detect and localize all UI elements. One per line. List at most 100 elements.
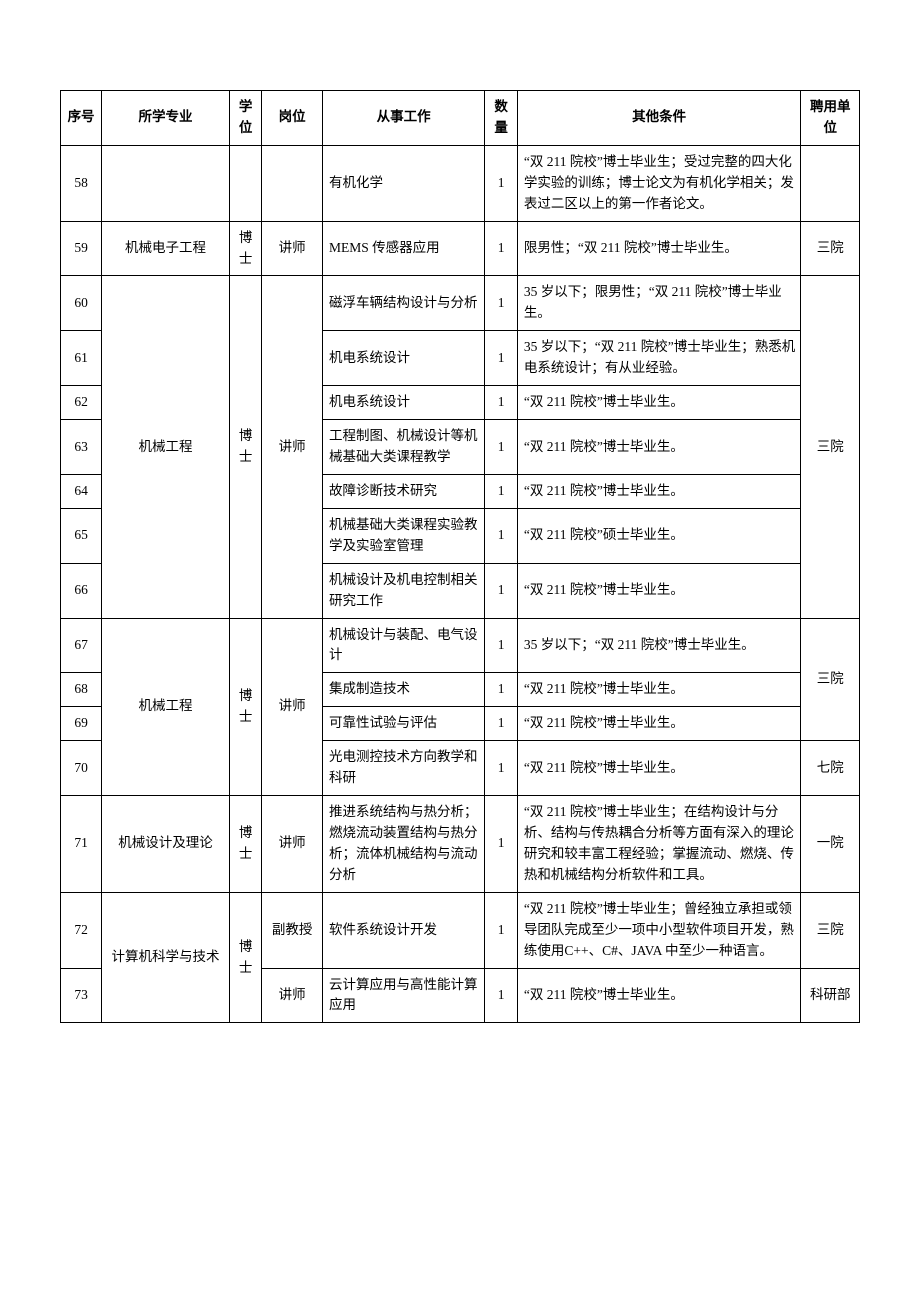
cell-major xyxy=(102,145,230,221)
cell-qty: 1 xyxy=(485,968,517,1023)
table-header-row: 序号 所学专业 学位 岗位 从事工作 数量 其他条件 聘用单位 xyxy=(61,91,860,146)
cell-unit: 三院 xyxy=(801,221,860,276)
cell-seq: 64 xyxy=(61,474,102,508)
cell-work: 磁浮车辆结构设计与分析 xyxy=(322,276,484,331)
cell-qty: 1 xyxy=(485,331,517,386)
cell-work: 机械基础大类课程实验教学及实验室管理 xyxy=(322,508,484,563)
cell-work: 有机化学 xyxy=(322,145,484,221)
cell-seq: 69 xyxy=(61,707,102,741)
cell-work: 机电系统设计 xyxy=(322,331,484,386)
cell-unit: 一院 xyxy=(801,796,860,893)
table-row: 71机械设计及理论博士讲师推进系统结构与热分析；燃烧流动装置结构与热分析；流体机… xyxy=(61,796,860,893)
cell-position xyxy=(262,145,323,221)
col-header-work: 从事工作 xyxy=(322,91,484,146)
cell-qty: 1 xyxy=(485,618,517,673)
cell-other: “双 211 院校”博士毕业生；曾经独立承担或领导团队完成至少一项中小型软件项目… xyxy=(517,892,801,968)
cell-degree: 博士 xyxy=(229,276,261,618)
cell-major: 机械设计及理论 xyxy=(102,796,230,893)
col-header-unit: 聘用单位 xyxy=(801,91,860,146)
cell-other: 35 岁以下；限男性；“双 211 院校”博士毕业生。 xyxy=(517,276,801,331)
cell-seq: 62 xyxy=(61,386,102,420)
cell-work: 可靠性试验与评估 xyxy=(322,707,484,741)
cell-qty: 1 xyxy=(485,707,517,741)
cell-seq: 60 xyxy=(61,276,102,331)
cell-work: 软件系统设计开发 xyxy=(322,892,484,968)
table-body: 58有机化学1“双 211 院校”博士毕业生；受过完整的四大化学实验的训练；博士… xyxy=(61,145,860,1023)
cell-seq: 59 xyxy=(61,221,102,276)
cell-other: 35 岁以下；“双 211 院校”博士毕业生。 xyxy=(517,618,801,673)
cell-qty: 1 xyxy=(485,276,517,331)
cell-other: “双 211 院校”博士毕业生。 xyxy=(517,563,801,618)
cell-unit: 七院 xyxy=(801,741,860,796)
cell-position: 副教授 xyxy=(262,892,323,968)
cell-qty: 1 xyxy=(485,145,517,221)
cell-qty: 1 xyxy=(485,796,517,893)
col-header-degree: 学位 xyxy=(229,91,261,146)
col-header-other: 其他条件 xyxy=(517,91,801,146)
cell-other: “双 211 院校”博士毕业生。 xyxy=(517,420,801,475)
cell-major: 机械工程 xyxy=(102,276,230,618)
cell-seq: 73 xyxy=(61,968,102,1023)
cell-position: 讲师 xyxy=(262,796,323,893)
table-row: 67机械工程博士讲师机械设计与装配、电气设计135 岁以下；“双 211 院校”… xyxy=(61,618,860,673)
table-row: 58 有机化学1“双 211 院校”博士毕业生；受过完整的四大化学实验的训练；博士… xyxy=(61,145,860,221)
cell-qty: 1 xyxy=(485,508,517,563)
cell-major: 机械电子工程 xyxy=(102,221,230,276)
cell-degree: 博士 xyxy=(229,892,261,1023)
cell-seq: 58 xyxy=(61,145,102,221)
cell-qty: 1 xyxy=(485,420,517,475)
cell-major: 计算机科学与技术 xyxy=(102,892,230,1023)
cell-other: “双 211 院校”博士毕业生。 xyxy=(517,673,801,707)
cell-qty: 1 xyxy=(485,386,517,420)
cell-position: 讲师 xyxy=(262,221,323,276)
cell-other: 限男性；“双 211 院校”博士毕业生。 xyxy=(517,221,801,276)
cell-unit xyxy=(801,145,860,221)
cell-seq: 67 xyxy=(61,618,102,673)
cell-work: 故障诊断技术研究 xyxy=(322,474,484,508)
cell-qty: 1 xyxy=(485,221,517,276)
cell-work: 机械设计及机电控制相关研究工作 xyxy=(322,563,484,618)
col-header-qty: 数量 xyxy=(485,91,517,146)
cell-unit: 三院 xyxy=(801,618,860,741)
cell-other: “双 211 院校”硕士毕业生。 xyxy=(517,508,801,563)
cell-other: “双 211 院校”博士毕业生；在结构设计与分析、结构与传热耦合分析等方面有深入… xyxy=(517,796,801,893)
cell-qty: 1 xyxy=(485,474,517,508)
cell-qty: 1 xyxy=(485,673,517,707)
cell-degree xyxy=(229,145,261,221)
cell-other: “双 211 院校”博士毕业生。 xyxy=(517,741,801,796)
cell-seq: 72 xyxy=(61,892,102,968)
col-header-major: 所学专业 xyxy=(102,91,230,146)
cell-other: “双 211 院校”博士毕业生。 xyxy=(517,474,801,508)
cell-other: 35 岁以下；“双 211 院校”博士毕业生；熟悉机电系统设计；有从业经验。 xyxy=(517,331,801,386)
cell-seq: 68 xyxy=(61,673,102,707)
cell-unit: 三院 xyxy=(801,276,860,618)
col-header-position: 岗位 xyxy=(262,91,323,146)
cell-unit: 科研部 xyxy=(801,968,860,1023)
cell-qty: 1 xyxy=(485,563,517,618)
cell-position: 讲师 xyxy=(262,276,323,618)
cell-qty: 1 xyxy=(485,741,517,796)
cell-work: MEMS 传感器应用 xyxy=(322,221,484,276)
cell-qty: 1 xyxy=(485,892,517,968)
cell-degree: 博士 xyxy=(229,221,261,276)
table-row: 59机械电子工程博士讲师MEMS 传感器应用1限男性；“双 211 院校”博士毕… xyxy=(61,221,860,276)
cell-seq: 65 xyxy=(61,508,102,563)
cell-seq: 61 xyxy=(61,331,102,386)
cell-unit: 三院 xyxy=(801,892,860,968)
cell-work: 云计算应用与高性能计算应用 xyxy=(322,968,484,1023)
recruitment-table: 序号 所学专业 学位 岗位 从事工作 数量 其他条件 聘用单位 58有机化学1“… xyxy=(60,90,860,1023)
cell-seq: 63 xyxy=(61,420,102,475)
cell-work: 机械设计与装配、电气设计 xyxy=(322,618,484,673)
cell-work: 光电测控技术方向教学和科研 xyxy=(322,741,484,796)
cell-position: 讲师 xyxy=(262,618,323,796)
cell-seq: 66 xyxy=(61,563,102,618)
cell-seq: 71 xyxy=(61,796,102,893)
cell-seq: 70 xyxy=(61,741,102,796)
cell-position: 讲师 xyxy=(262,968,323,1023)
cell-degree: 博士 xyxy=(229,796,261,893)
cell-work: 工程制图、机械设计等机械基础大类课程教学 xyxy=(322,420,484,475)
cell-work: 集成制造技术 xyxy=(322,673,484,707)
cell-other: “双 211 院校”博士毕业生。 xyxy=(517,386,801,420)
table-row: 72计算机科学与技术博士副教授软件系统设计开发1“双 211 院校”博士毕业生；… xyxy=(61,892,860,968)
cell-other: “双 211 院校”博士毕业生；受过完整的四大化学实验的训练；博士论文为有机化学… xyxy=(517,145,801,221)
